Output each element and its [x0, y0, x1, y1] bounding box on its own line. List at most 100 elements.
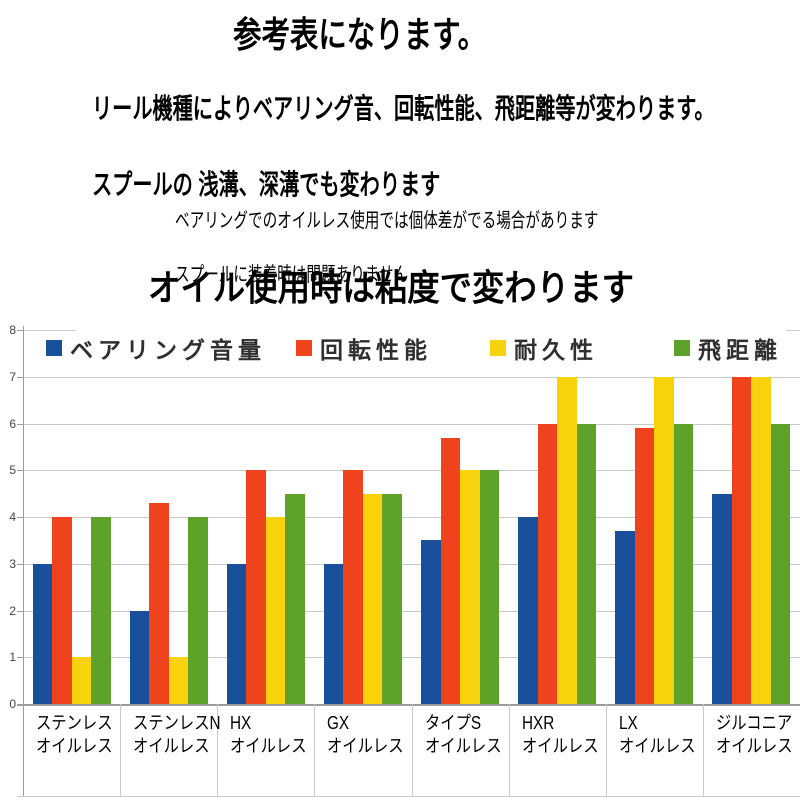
category-separator — [217, 704, 219, 796]
bar — [421, 540, 441, 704]
y-axis-tick — [17, 470, 23, 472]
bar — [460, 470, 480, 704]
x-label-line1: HX — [230, 713, 252, 733]
y-tick-label: 7 — [9, 369, 16, 384]
x-label-line1: ステンレスN — [133, 713, 221, 733]
legend-item: ベアリング音量 — [40, 334, 272, 363]
bar — [440, 437, 461, 704]
bar — [731, 376, 752, 704]
bar — [479, 470, 500, 704]
legend-item: 回転性能 — [290, 334, 438, 363]
category-separator — [314, 704, 316, 796]
x-label-line1: タイプS — [424, 713, 481, 733]
category-separator — [411, 704, 413, 796]
x-label-line2: オイルレス — [715, 736, 793, 756]
x-label-line2: オイルレス — [230, 736, 307, 756]
x-label-line2: オイルレス — [133, 736, 210, 756]
y-axis-tick — [17, 517, 23, 518]
bar — [129, 610, 150, 704]
legend-item: 飛距離 — [668, 334, 788, 363]
bar — [323, 563, 344, 704]
x-axis-category-label: HXR オイルレス — [522, 712, 616, 758]
grid-line — [23, 470, 800, 472]
bar — [673, 423, 694, 704]
grid-line — [23, 423, 800, 425]
bar — [362, 493, 383, 704]
x-axis-line — [17, 704, 800, 706]
x-label-line2: オイルレス — [36, 736, 113, 756]
y-axis-tick — [17, 376, 23, 378]
y-axis-tick — [17, 657, 23, 659]
y-axis-tick — [17, 330, 23, 331]
legend-item: 耐久性 — [484, 334, 604, 363]
intro-line-2: スプールの 浅溝、深溝でも変わります — [92, 169, 441, 200]
bar — [285, 493, 305, 704]
x-axis-category-label: ジルコニアオイルレス — [716, 712, 800, 758]
legend-swatch-icon — [674, 340, 690, 356]
y-axis-tick — [17, 563, 23, 565]
x-label-line2: オイルレス — [618, 736, 696, 756]
intro-line-1: リール機種によりベアリング音、回転性能、飛距離等が変わります。 — [92, 93, 715, 124]
bar — [91, 517, 111, 704]
bar — [168, 657, 189, 704]
x-axis-category-label: ステンレスオイルレス — [36, 712, 130, 758]
legend-label: ベアリング音量 — [70, 337, 266, 363]
x-label-line1: ステンレス — [36, 713, 113, 733]
category-separator — [605, 704, 607, 796]
bar — [71, 657, 92, 704]
grid-line — [23, 657, 800, 659]
grid-line — [23, 376, 800, 378]
category-separator — [508, 704, 510, 796]
bar — [226, 563, 247, 704]
category-separator — [702, 704, 704, 796]
y-tick-label: 4 — [9, 510, 16, 524]
bar — [265, 517, 286, 704]
bar — [382, 493, 402, 704]
legend-label: 耐久性 — [514, 337, 598, 363]
grid-line — [23, 563, 800, 565]
y-axis-tick — [17, 423, 23, 425]
bar — [188, 517, 208, 704]
bar — [615, 531, 635, 704]
x-axis-category-label: GX オイルレス — [327, 712, 421, 758]
x-label-line1: GX — [327, 713, 350, 733]
legend-swatch-icon — [46, 340, 62, 356]
grid-line — [786, 330, 800, 331]
x-label-line1: HXR — [521, 713, 554, 733]
x-axis-category-label: HX オイルレス — [230, 712, 324, 758]
x-label-line2: オイルレス — [424, 736, 502, 756]
y-axis-tick — [17, 610, 23, 612]
x-axis-category-label: LX オイルレス — [619, 712, 713, 758]
x-label-line2: オイルレス — [327, 736, 404, 756]
page-title: 参考表になります。 — [233, 14, 487, 55]
y-tick-label: 2 — [9, 603, 16, 618]
intro-paragraph: リール機種によりベアリング音、回転性能、飛距離等が変わります。 スプールの 浅溝… — [92, 90, 715, 204]
note-line-2: スプールに装着時は問題ありません — [175, 264, 409, 286]
y-tick-label: 0 — [9, 697, 16, 711]
y-axis-line — [23, 326, 24, 796]
bar — [654, 376, 674, 704]
bar — [518, 517, 538, 704]
bar — [770, 423, 791, 704]
bar — [32, 563, 53, 704]
y-tick-label: 5 — [9, 463, 16, 478]
grid-line — [23, 517, 800, 518]
category-separator — [120, 704, 122, 796]
legend-swatch-icon — [296, 340, 312, 356]
y-tick-label: 1 — [9, 650, 16, 665]
y-tick-label: 3 — [9, 556, 16, 571]
x-label-line1: ジルコニア — [715, 713, 793, 733]
bar — [246, 470, 266, 704]
label-area-bottom-line — [17, 796, 800, 797]
bar — [52, 517, 72, 704]
bar — [576, 423, 597, 704]
note-line-1: ベアリングでのオイルレス使用では個体差がでる場合があります — [175, 210, 599, 232]
grid-line — [23, 610, 800, 612]
grid-line — [23, 330, 76, 331]
x-label-line2: オイルレス — [521, 736, 599, 756]
y-tick-label: 8 — [9, 323, 16, 337]
bar — [634, 428, 655, 704]
bar — [557, 376, 577, 704]
bar — [751, 376, 771, 704]
